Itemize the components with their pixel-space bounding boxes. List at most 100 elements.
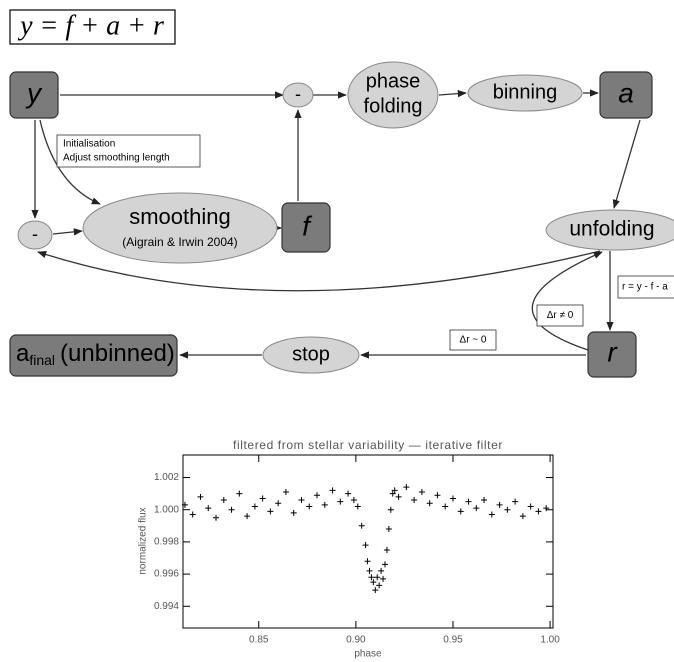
point bbox=[381, 561, 388, 568]
point bbox=[442, 503, 449, 510]
point bbox=[395, 493, 402, 500]
node-y bbox=[9, 71, 59, 119]
chart-title: filtered from stellar variability — iter… bbox=[233, 438, 503, 452]
node-binning bbox=[467, 74, 583, 112]
arrow bbox=[37, 250, 601, 292]
point bbox=[306, 503, 313, 510]
point bbox=[228, 506, 235, 513]
point bbox=[449, 495, 456, 502]
point bbox=[282, 489, 289, 496]
point bbox=[391, 487, 398, 494]
arrow bbox=[438, 89, 467, 98]
y-tick-label: 0.998 bbox=[154, 537, 179, 548]
point bbox=[267, 508, 274, 515]
node-stop bbox=[262, 336, 360, 374]
point bbox=[403, 484, 410, 491]
point bbox=[512, 498, 519, 505]
point bbox=[387, 506, 394, 513]
point bbox=[189, 511, 196, 518]
x-tick-label: 0.90 bbox=[346, 635, 366, 646]
point bbox=[374, 574, 381, 581]
point bbox=[362, 542, 369, 549]
point bbox=[488, 511, 495, 518]
x-tick-label: 0.85 bbox=[249, 635, 269, 646]
node-smoothing bbox=[82, 192, 278, 264]
node-unfolding bbox=[545, 209, 674, 251]
point bbox=[213, 514, 220, 521]
point bbox=[366, 567, 373, 574]
node-label: phase bbox=[366, 70, 421, 92]
node-phase-folding bbox=[347, 61, 439, 129]
node-a bbox=[599, 71, 653, 119]
point bbox=[411, 497, 418, 504]
point bbox=[358, 522, 365, 529]
point bbox=[314, 492, 321, 499]
annotation: Initialisation bbox=[63, 139, 115, 150]
formula: y = f + a + r bbox=[17, 10, 164, 41]
annotation: Δr ~ 0 bbox=[460, 335, 487, 346]
arrows bbox=[31, 89, 641, 359]
node-label: r bbox=[607, 336, 618, 367]
point bbox=[321, 501, 328, 508]
node-label: y bbox=[25, 77, 43, 108]
point bbox=[543, 505, 550, 512]
point bbox=[205, 505, 212, 512]
point bbox=[298, 497, 305, 504]
arrow bbox=[52, 228, 83, 236]
node-label-main: a bbox=[16, 340, 30, 367]
node-f bbox=[281, 202, 331, 253]
node-label: binning bbox=[493, 81, 558, 103]
point bbox=[345, 490, 352, 497]
point bbox=[519, 513, 526, 520]
point bbox=[378, 567, 385, 574]
arrow bbox=[39, 119, 101, 205]
y-tick-label: 1.000 bbox=[154, 504, 179, 515]
point bbox=[504, 506, 511, 513]
point bbox=[385, 526, 392, 533]
annotation-box bbox=[56, 134, 201, 168]
node-label: afinal (unbinned) bbox=[16, 340, 175, 367]
point bbox=[426, 500, 433, 507]
annotation-box bbox=[617, 275, 674, 299]
point bbox=[473, 505, 480, 512]
point bbox=[389, 490, 396, 497]
x-tick-label: 1.00 bbox=[540, 635, 560, 646]
y-tick-label: 0.994 bbox=[154, 601, 179, 612]
point bbox=[370, 579, 377, 586]
point bbox=[380, 575, 387, 582]
point bbox=[372, 587, 379, 594]
node-minus bbox=[17, 220, 53, 250]
node-label: - bbox=[295, 84, 301, 104]
point bbox=[337, 498, 344, 505]
point bbox=[383, 546, 390, 553]
node-minus bbox=[282, 82, 314, 108]
node-label-rest: (unbinned) bbox=[60, 340, 175, 367]
node-label: unfolding bbox=[569, 218, 654, 241]
node-a-final bbox=[9, 334, 178, 377]
point bbox=[368, 574, 375, 581]
point bbox=[354, 503, 361, 510]
point bbox=[527, 503, 534, 510]
node-label: folding bbox=[364, 95, 423, 117]
x-axis-label: phase bbox=[354, 649, 382, 660]
point bbox=[364, 558, 371, 565]
annotation: Δr ≠ 0 bbox=[547, 310, 574, 321]
point bbox=[290, 509, 297, 516]
point bbox=[197, 493, 204, 500]
plot-frame bbox=[182, 454, 554, 629]
y-axis-label: normalized flux bbox=[138, 507, 149, 574]
point bbox=[376, 582, 383, 589]
point bbox=[457, 508, 464, 515]
node-label: stop bbox=[292, 343, 330, 365]
point bbox=[434, 492, 441, 499]
point bbox=[418, 489, 425, 496]
point bbox=[220, 497, 227, 504]
point bbox=[251, 503, 258, 510]
node-label: a bbox=[618, 77, 634, 108]
point bbox=[329, 487, 336, 494]
point bbox=[275, 500, 282, 507]
point bbox=[350, 497, 357, 504]
point bbox=[244, 513, 251, 520]
y-tick-label: 0.996 bbox=[154, 569, 179, 580]
